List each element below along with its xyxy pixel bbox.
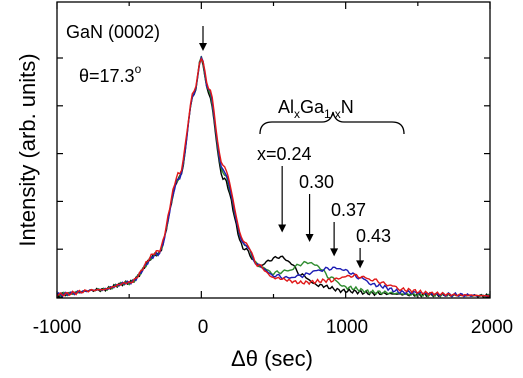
alloy-bracket [259, 111, 405, 135]
composition-arrowhead [330, 248, 339, 257]
theta-sup: o [135, 62, 142, 76]
series-line [56, 56, 491, 298]
peak-arrowhead [199, 43, 207, 51]
series-line [56, 57, 491, 297]
composition-arrowhead [278, 224, 287, 233]
theta-text: θ=17.3 [79, 66, 135, 86]
series-line [56, 55, 491, 298]
composition-label: 0.43 [356, 226, 391, 246]
x-tick-label: -1000 [33, 317, 82, 338]
composition-label: x=0.24 [257, 144, 312, 164]
alloy-label: AlxGa1-xN [278, 97, 354, 121]
composition-arrowhead [305, 234, 314, 243]
plot-frame [56, 1, 491, 299]
alloy-prefix: Al [278, 97, 294, 117]
x-tick-label: 2000 [471, 317, 513, 338]
alloy-suffix: N [341, 97, 354, 117]
composition-label: 0.30 [299, 172, 334, 192]
series-layer [56, 55, 491, 298]
composition-arrows [278, 166, 365, 269]
alloy-mid: Ga [300, 97, 325, 117]
y-axis-title: Intensity (arb. units) [15, 53, 40, 246]
x-axis-title: Δθ (sec) [231, 346, 313, 371]
x-tick-label: 1000 [326, 317, 368, 338]
theta-label: θ=17.3o [79, 62, 142, 86]
peak-label: GaN (0002) [66, 22, 160, 42]
series-line [56, 55, 491, 298]
x-tick-label: 0 [198, 317, 209, 338]
composition-label: 0.37 [331, 200, 366, 220]
alloy-sub-x: x [294, 107, 300, 121]
composition-arrowhead [356, 260, 365, 269]
